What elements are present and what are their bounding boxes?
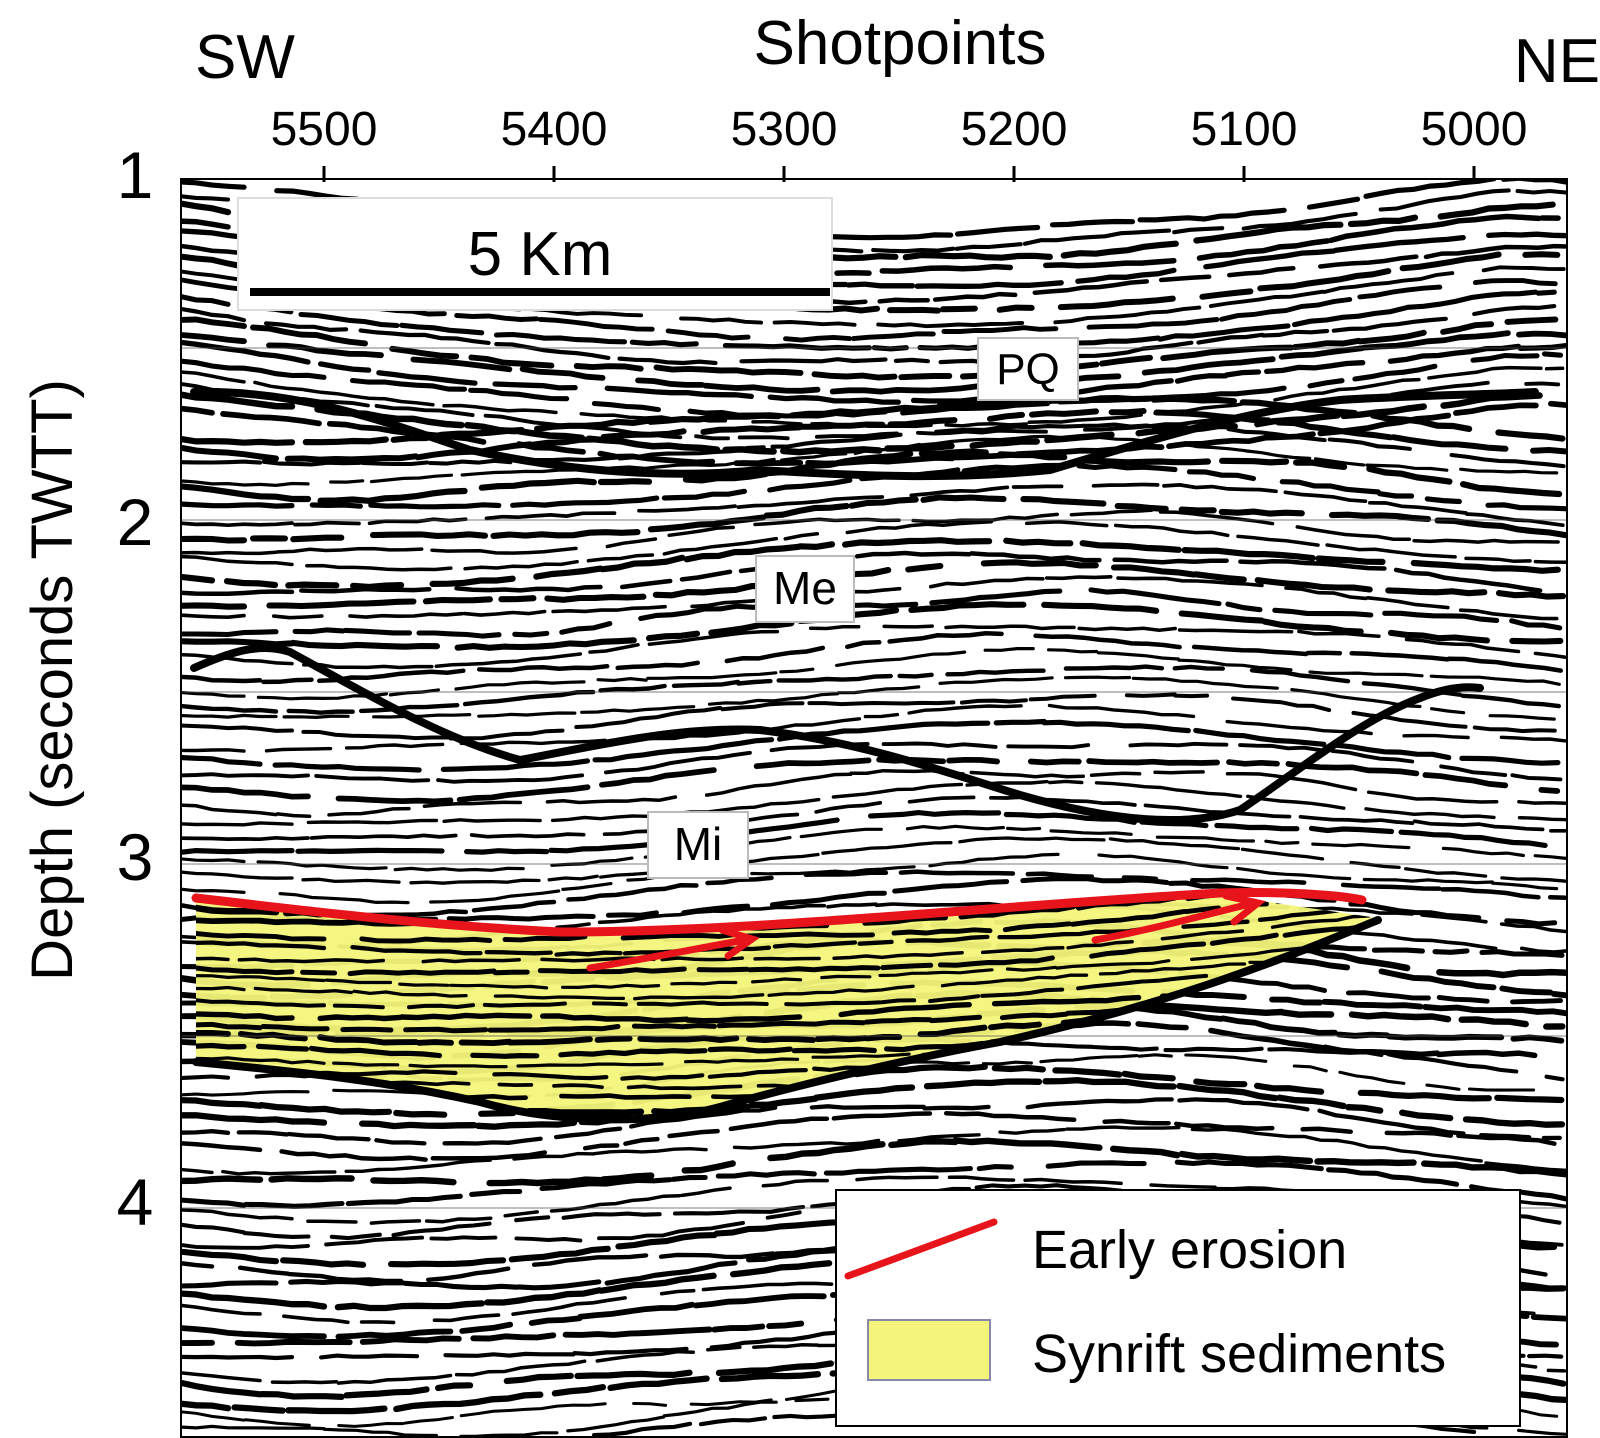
horizon-pq-base: [190, 387, 1539, 481]
horizon-lines: [190, 387, 1539, 1124]
unit-label-me: Me: [755, 555, 855, 623]
seismic-reflector: [196, 895, 1378, 964]
direction-ne: NE: [1514, 27, 1600, 96]
seismic-reflector: [180, 1125, 1568, 1176]
erosion-arrow-head: [1222, 892, 1266, 926]
erosion-arrow: [1091, 900, 1254, 944]
y-tick-label: 1: [117, 138, 154, 212]
x-tick-label: 5100: [1191, 103, 1298, 156]
seismic-reflector: [180, 836, 1568, 885]
seismic-reflector: [180, 824, 1568, 872]
legend-swatch-erosion: [844, 1218, 998, 1280]
erosion-arrow-head: [718, 926, 760, 960]
x-tick-label: 5400: [501, 103, 608, 156]
legend: Early erosion Synrift sediments: [835, 1189, 1521, 1427]
seismic-reflector: [196, 905, 1378, 977]
seismic-reflector: [180, 703, 1568, 753]
seismic-reflector: [180, 779, 1568, 827]
seismic-reflector: [180, 664, 1561, 715]
x-tick-label: 5200: [961, 103, 1068, 156]
y-tick-labels: 1 2 3 4: [117, 138, 154, 1239]
seismic-reflector: [180, 494, 1568, 544]
direction-sw: SW: [195, 23, 295, 92]
legend-item-early-erosion: Early erosion: [844, 1218, 1347, 1280]
seismic-reflector: [180, 482, 1565, 528]
seismic-reflector: [180, 741, 1563, 784]
x-axis-title: Shotpoints: [754, 9, 1047, 78]
seismic-reflector: [180, 434, 1559, 488]
y-tick-label: 4: [117, 1165, 154, 1239]
legend-swatch-synrift: [867, 1319, 991, 1381]
y-axis-label: Depth (seconds TWTT): [20, 379, 85, 981]
erosion-line: [191, 887, 1367, 937]
seismic-reflector: [180, 1097, 1562, 1146]
seismic-reflector: [180, 631, 1563, 685]
seismic-panel: [180, 178, 1568, 1438]
seismic-reflector: [180, 718, 1561, 773]
early-erosion-surface: [191, 887, 1367, 972]
horizon-synrift-base: [192, 916, 1382, 1124]
svg-text:Mi: Mi: [674, 818, 723, 870]
seismic-reflector: [180, 422, 1566, 469]
panel-frame: [180, 178, 1568, 1438]
x-tick-label: 5300: [731, 103, 838, 156]
seismic-reflector: [180, 408, 1568, 463]
x-tick-label: 5500: [271, 103, 378, 156]
unit-label-mi: Mi: [647, 811, 749, 879]
legend-label: Synrift sediments: [1032, 1324, 1446, 1384]
seismic-reflector: [180, 647, 1561, 701]
seismic-reflector: [180, 675, 1556, 721]
svg-text:PQ: PQ: [996, 345, 1060, 394]
legend-item-synrift-sediments: Synrift sediments: [867, 1319, 1446, 1384]
seismic-reflector: [180, 624, 1568, 670]
erosion-arrow: [586, 936, 749, 972]
scale-bar-label: 5 Km: [468, 220, 613, 289]
seismic-reflector: [180, 587, 1563, 639]
seismic-reflector: [196, 914, 1378, 990]
seismic-reflector: [180, 448, 1563, 504]
seismic-reflector: [180, 1159, 1568, 1209]
legend-label: Early erosion: [1032, 1220, 1347, 1280]
seismic-reflector: [180, 519, 1568, 572]
seismic-reflector: [180, 339, 1568, 405]
y-tick-label: 3: [117, 820, 154, 894]
scale-bar: 5 Km: [237, 197, 833, 311]
unit-label-pq: PQ: [977, 337, 1079, 401]
svg-text:Me: Me: [773, 562, 837, 614]
y-tick-label: 2: [117, 485, 154, 559]
horizon-me-base: [190, 644, 1484, 825]
seismic-reflector: [180, 1137, 1568, 1187]
x-tick-label: 5000: [1421, 103, 1528, 156]
x-tick-marks: [322, 166, 1476, 182]
x-tick-labels: 5500 5400 5300 5200 5100 5000: [271, 103, 1528, 156]
seismic-reflector: [180, 601, 1564, 651]
